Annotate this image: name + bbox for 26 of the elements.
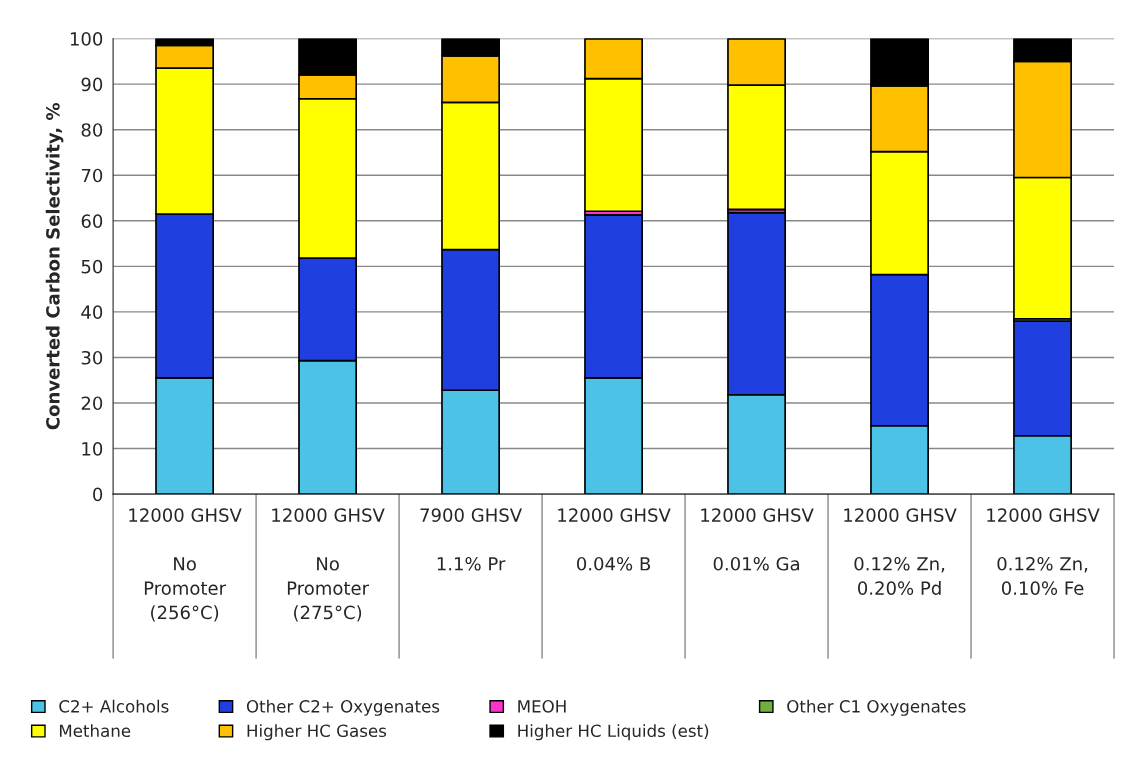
legend-label: C2+ Alcohols <box>59 699 169 713</box>
category-label: 12000 GHSV 0.01% Ga <box>701 508 814 571</box>
y-tick-label: 30 <box>81 350 103 365</box>
legend-label: Higher HC Gases <box>247 724 387 741</box>
y-axis-title: Converted Carbon Selectivity, % <box>45 103 64 430</box>
legend-label: Other C2+ Oxygenates <box>246 699 440 716</box>
category-label: 12000 GHSV 0.12% Zn, 0.20% Pd <box>844 508 957 595</box>
y-tick-label: 0 <box>93 487 103 502</box>
category-label: 12000 GHSV No Promoter (256°C) <box>129 508 242 622</box>
legend-label: Methane <box>59 724 131 738</box>
legend-label: Higher HC Liquids (est) <box>518 724 709 741</box>
y-tick-label: 40 <box>81 305 103 319</box>
y-tick-label: 10 <box>82 441 103 456</box>
legend-label: Other C1 Oxygenates <box>787 699 966 716</box>
y-tick-label: 50 <box>81 259 103 274</box>
y-tick-label: 60 <box>81 214 103 228</box>
y-tick-label: 90 <box>81 77 103 92</box>
legend-label: MEOH <box>518 700 566 713</box>
category-label: 12000 GHSV No Promoter (275°C) <box>272 508 385 622</box>
y-tick-label: 80 <box>81 123 103 137</box>
category-label: 12000 GHSV 0.12% Zn, 0.10% Fe <box>987 508 1100 595</box>
category-label: 12000 GHSV 0.04% B <box>558 508 671 571</box>
y-tick-label: 20 <box>81 396 103 411</box>
y-tick-label: 70 <box>81 168 103 183</box>
y-tick-label: 100 <box>70 32 103 46</box>
category-label: 7900 GHSV 1.1% Pr <box>420 508 522 571</box>
